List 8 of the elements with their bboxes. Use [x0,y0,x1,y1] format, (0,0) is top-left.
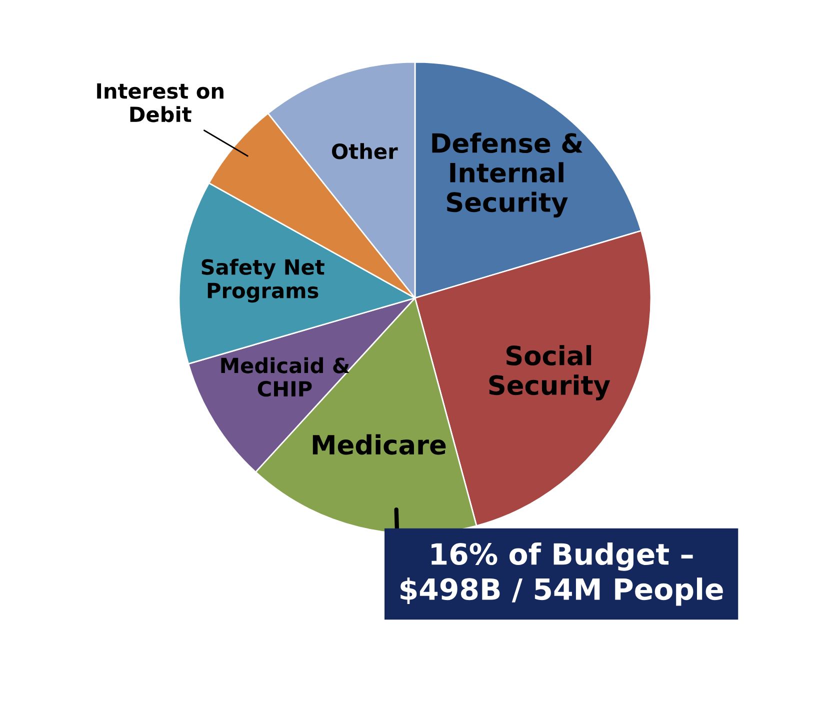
slice-label: Defense & Internal Security [432,132,582,218]
slice-label: Safety Net Programs [202,258,324,303]
slice-label: Social Security [489,345,610,400]
slice-label: Medicare [312,434,446,455]
text: 16% of Budget – $498B / 54M People [400,542,723,606]
slice-label: Interest on Debit [97,83,224,122]
slice-label: Other [332,143,398,160]
slice-label: Medicaid & CHIP [221,357,350,397]
